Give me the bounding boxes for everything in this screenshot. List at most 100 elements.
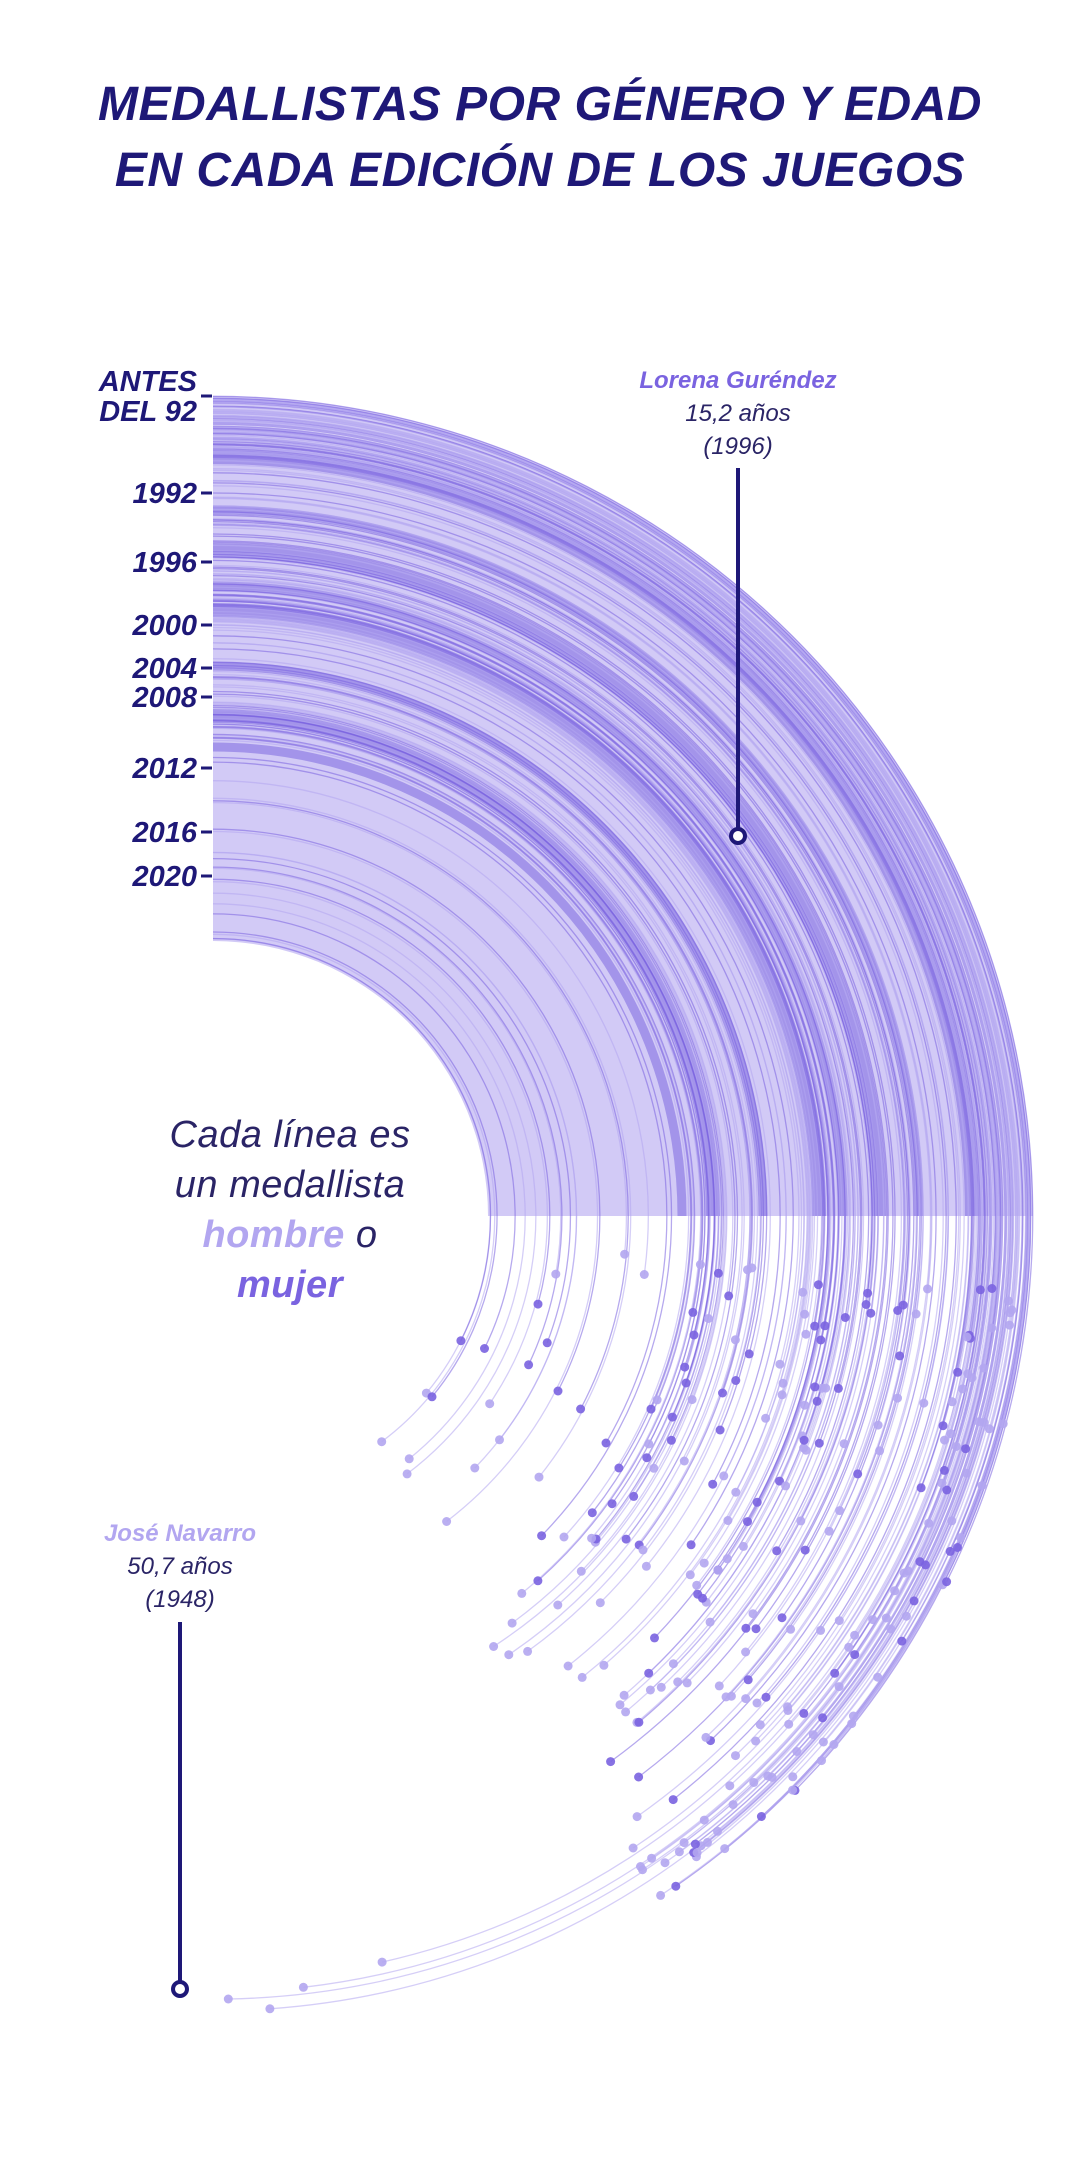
medallist-dot [595, 1598, 605, 1608]
medallist-line [212, 554, 875, 1723]
medallist-dot [628, 1843, 638, 1853]
medallist-dot [923, 1284, 932, 1294]
medallist-line [212, 626, 803, 1419]
medallist-dot [690, 1839, 700, 1849]
medallist-dot [642, 1453, 652, 1463]
medallist-dot [728, 1800, 738, 1810]
medallist-dot [731, 1751, 740, 1761]
edition-label-2000: 2000 [131, 610, 197, 642]
medallist-dot [833, 1383, 843, 1393]
medallist-dot [761, 1692, 771, 1702]
medallist-line [212, 441, 987, 1620]
medallist-line [212, 690, 739, 1540]
medallist-dot [377, 1437, 387, 1447]
medallist-line [212, 619, 810, 1666]
edition-label-1996: 1996 [132, 547, 197, 579]
medallist-line [212, 702, 727, 1400]
edition-band-2008 [212, 603, 826, 1217]
medallist-dot [695, 1260, 705, 1269]
medallist-dot [489, 1642, 499, 1651]
medallist-dot [747, 1263, 757, 1273]
medallist-line [212, 469, 960, 1621]
medallist-line [212, 456, 973, 1489]
medallist-dot [576, 1404, 586, 1414]
medallist-dot [853, 1469, 863, 1479]
medallist-line [212, 704, 724, 1441]
medallist-line [212, 431, 998, 1619]
medallist-dot [975, 1285, 985, 1295]
medallist-dot [800, 1309, 810, 1319]
medallist-dot [962, 1332, 972, 1342]
medallist-line [212, 737, 692, 1469]
edition-label-1992: 1992 [132, 478, 197, 510]
medallist-line [212, 734, 695, 1401]
medallist-line [212, 903, 526, 1460]
medallist-dot [692, 1848, 702, 1858]
medallist-dot [649, 1463, 659, 1473]
medallist-line [212, 686, 743, 1656]
medallist-line [212, 713, 716, 1418]
medallist-dot [402, 1469, 412, 1479]
medallist-dot [763, 1771, 773, 1781]
medallist-line [212, 830, 599, 1523]
medallist-line [212, 410, 1019, 1429]
edition-label-Antes-del-92: DEL 92 [99, 396, 197, 428]
medallist-dot [752, 1497, 762, 1507]
medallist-dot [682, 1678, 692, 1688]
medallist-line [212, 406, 1023, 1678]
medallist-dot [524, 1360, 534, 1370]
medallist-line [212, 574, 855, 1318]
medallist-dot [916, 1483, 926, 1493]
medallist-line [212, 670, 759, 1551]
medallist-dot [775, 1359, 785, 1369]
medallist-line [212, 801, 627, 1255]
medallist-dot [731, 1376, 741, 1385]
medallist-line [212, 556, 873, 1294]
medallist-dot [713, 1565, 723, 1575]
medallist-dot [861, 1300, 871, 1309]
medallist-dot [835, 1506, 845, 1516]
medallist-line [212, 726, 703, 1582]
medallist-line [212, 931, 498, 1398]
edition-label-2016: 2016 [131, 817, 197, 849]
medallist-dot [645, 1685, 655, 1695]
medallist-dot [863, 1288, 873, 1298]
medallist-line [212, 577, 852, 1451]
medallist-line [212, 668, 761, 1604]
edition-band-2016 [212, 709, 720, 1217]
medallist-dot [924, 1518, 934, 1528]
medallist-dot [533, 1299, 543, 1309]
medallist-dot [726, 1691, 736, 1701]
medallist-dot [915, 1557, 925, 1567]
medallist-dot [810, 1382, 820, 1392]
medallist-dot [743, 1517, 752, 1527]
medallist-dot [644, 1439, 654, 1449]
medallist-line [212, 603, 826, 1327]
medallist-dot [796, 1516, 806, 1526]
medallist-dot [741, 1647, 751, 1657]
medallist-dot [772, 1546, 782, 1556]
medallist-line [212, 437, 992, 1859]
medallist-dot [820, 1321, 830, 1331]
medallist-line [212, 756, 673, 1537]
medallist-line [212, 412, 1017, 1313]
medallist-line [212, 451, 978, 1338]
medallist-dot [686, 1540, 696, 1550]
medallist-dot [953, 1367, 963, 1377]
medallist-dot [761, 1413, 771, 1423]
medallist-dot [698, 1593, 707, 1603]
medallist-line [212, 867, 562, 1275]
medallist-dot [775, 1476, 784, 1486]
medallist-dot [953, 1543, 962, 1552]
medallist-dot [808, 1730, 818, 1740]
medallist-line [212, 426, 1003, 1864]
medallist-line [212, 878, 551, 1305]
medallist-line [212, 621, 808, 1384]
medallist-line [212, 535, 894, 1551]
medallist-line [212, 553, 876, 1723]
medallist-dot [956, 1533, 966, 1543]
medallist-line [212, 482, 947, 1698]
medallist-dot [800, 1400, 810, 1410]
medallist-dot [650, 1633, 659, 1643]
medallist-dot [495, 1435, 504, 1445]
